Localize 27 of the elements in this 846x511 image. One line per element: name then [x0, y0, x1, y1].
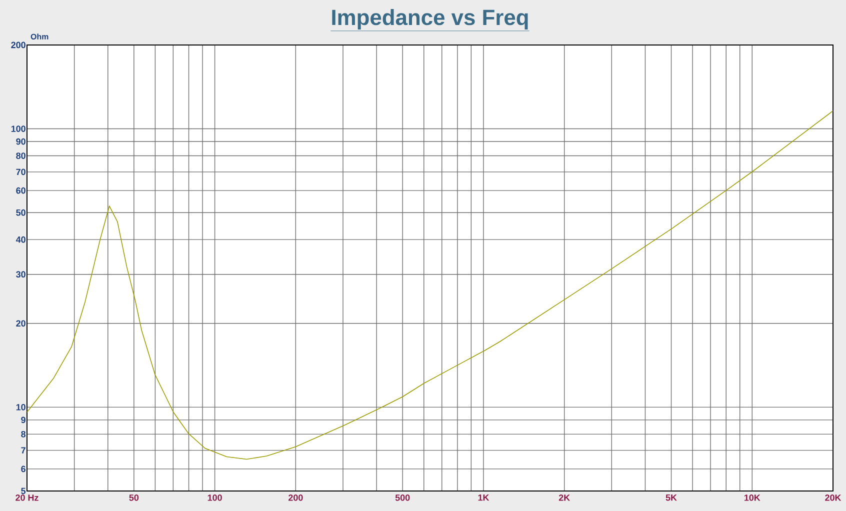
x-tick-label: 2K [558, 494, 570, 501]
x-tick-label: 500 [395, 494, 410, 501]
y-tick-label: 90 [16, 138, 26, 145]
x-tick-label: 200 [288, 494, 303, 501]
x-tick-label: 1K [478, 494, 490, 501]
y-tick-label: 60 [16, 187, 26, 194]
y-tick-label: 30 [16, 271, 26, 278]
chart-title: Impedance vs Freq [332, 9, 528, 30]
y-tick-label: 70 [16, 168, 26, 176]
y-tick-label: 200 [11, 42, 26, 48]
x-tick-label: 5K [666, 494, 677, 501]
y-tick-label: 6 [21, 466, 26, 472]
x-tick-label: 100 [208, 494, 222, 501]
x-tick-label: 20K [825, 494, 842, 501]
x-tick-label: 50 [129, 494, 139, 501]
y-tick-label: 40 [16, 236, 26, 243]
y-tick-label: 8 [21, 430, 26, 438]
y-tick-label: 7 [21, 447, 26, 454]
x-tick-label: 20 Hz [16, 494, 38, 501]
y-tick-label: 20 [16, 320, 26, 327]
y-tick-label: 50 [16, 209, 26, 216]
y-tick-label: 100 [11, 126, 26, 132]
x-tick-label: 10K [744, 494, 760, 501]
y-tick-label: 5 [21, 488, 26, 494]
y-tick-label: 9 [21, 416, 26, 424]
y-tick-label: 80 [16, 152, 26, 159]
y-tick-label: 10 [16, 404, 26, 410]
